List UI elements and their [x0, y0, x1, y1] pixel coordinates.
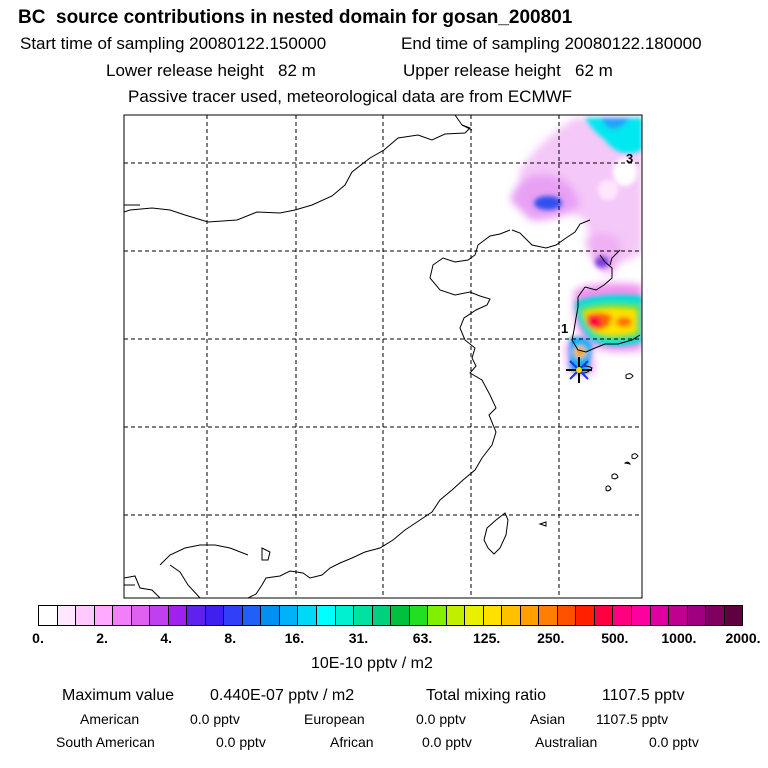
colorbar-tick-label: 2. — [96, 630, 108, 646]
colorbar-segment — [409, 606, 429, 625]
colorbar-segment — [632, 606, 651, 625]
colorbar-segment — [687, 606, 707, 625]
region-name-african: African — [330, 734, 374, 750]
colorbar-segment — [650, 606, 670, 625]
colorbar-segment — [428, 606, 447, 625]
colorbar-segment — [391, 606, 410, 625]
colorbar-segment — [279, 606, 299, 625]
upper-release-label: Upper release height 62 m — [403, 61, 613, 80]
region-value-south-american: 0.0 pptv — [216, 734, 266, 750]
region-value-asian: 1107.5 pptv — [596, 711, 669, 727]
colorbar-segment — [446, 606, 466, 625]
colorbar-tick-label: 250. — [537, 630, 565, 646]
region-name-australian: Australian — [535, 734, 598, 750]
colorbar-segment — [205, 606, 225, 625]
colorbar-units: 10E-10 pptv / m2 — [311, 655, 433, 672]
colorbar-tick-label: 8. — [224, 630, 237, 646]
colorbar-tick-label: 500. — [601, 630, 629, 646]
total-mixing-value: 1107.5 pptv — [602, 687, 685, 704]
max-value-label: Maximum value — [62, 687, 175, 704]
colorbar-segment — [539, 606, 558, 625]
concentration-field — [510, 118, 642, 375]
colorbar-tick-label: 125. — [473, 630, 501, 646]
colorbar-segment — [131, 606, 151, 625]
colorbar-segment — [168, 606, 188, 625]
lat-lon-grid — [124, 115, 642, 598]
colorbar-segment — [298, 606, 317, 625]
colorbar-segment — [557, 606, 577, 625]
region-value-african: 0.0 pptv — [422, 734, 472, 750]
colorbar-tick-label: 31. — [348, 630, 369, 646]
receptor-star-icon — [566, 357, 592, 383]
region-name-south-american: South American — [56, 734, 155, 750]
colorbar-segment — [261, 606, 280, 625]
colorbar-segment — [113, 606, 132, 625]
colorbar-segment — [520, 606, 540, 625]
colorbar-tick-label: 4. — [160, 630, 173, 646]
colorbar-segment — [354, 606, 373, 625]
colorbar-segment — [316, 606, 336, 625]
colorbar-segment — [576, 606, 595, 625]
colorbar-segment — [372, 606, 392, 625]
colorbar-tick-label: 63. — [412, 630, 433, 646]
region-value-european: 0.0 pptv — [416, 711, 466, 727]
region-name-asian: Asian — [530, 711, 566, 727]
region-name-american: American — [80, 711, 140, 727]
max-value: 0.440E-07 pptv / m2 — [210, 687, 355, 704]
colorbar-segment — [483, 606, 503, 625]
region-value-american: 0.0 pptv — [190, 711, 240, 727]
colorbar-segment — [39, 606, 58, 625]
region-name-european: European — [304, 711, 365, 727]
colorbar-segment — [187, 606, 206, 625]
colorbar-segment — [706, 606, 725, 625]
colorbar-segment — [669, 606, 688, 625]
plot-title: BC source contributions in nested domain… — [18, 7, 573, 28]
colorbar-segment — [57, 606, 77, 625]
colorbar-tick-label: 2000. — [725, 630, 761, 646]
end-time-label: End time of sampling 20080122.180000 — [401, 34, 702, 53]
coastlines — [124, 115, 641, 598]
colorbar-segment — [465, 606, 484, 625]
tracer-note: Passive tracer used, meteorological data… — [128, 87, 573, 106]
colorbar-segment — [613, 606, 632, 625]
colorbar-tick-label: 1000. — [661, 630, 697, 646]
start-time-label: Start time of sampling 20080122.150000 — [20, 34, 327, 53]
colorbar-segment — [76, 606, 95, 625]
colorbar — [38, 605, 743, 626]
colorbar-segment — [94, 606, 114, 625]
colorbar-segment — [224, 606, 243, 625]
map-label-1: 1 — [561, 321, 568, 336]
colorbar-segment — [150, 606, 169, 625]
colorbar-segment — [335, 606, 355, 625]
map-frame — [123, 114, 643, 599]
colorbar-segment — [594, 606, 614, 625]
colorbar-tick-label: 0. — [32, 630, 44, 646]
map-panel: 3 1 — [123, 114, 643, 599]
colorbar-segment — [502, 606, 521, 625]
lower-release-label: Lower release height 82 m — [106, 61, 316, 80]
map-label-3: 3 — [626, 151, 633, 166]
region-value-australian: 0.0 pptv — [649, 734, 699, 750]
total-mixing-label: Total mixing ratio — [426, 687, 547, 704]
colorbar-segment — [242, 606, 262, 625]
colorbar-tick-label: 16. — [284, 630, 305, 646]
colorbar-segment — [724, 606, 743, 625]
